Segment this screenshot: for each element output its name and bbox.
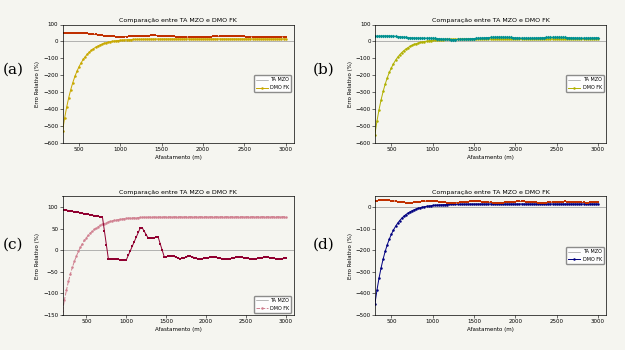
Legend: TA MZO, DMO FK: TA MZO, DMO FK (566, 247, 604, 264)
Y-axis label: Erro Relativo (%): Erro Relativo (%) (36, 61, 41, 107)
X-axis label: Afastamento (m): Afastamento (m) (467, 155, 514, 160)
Title: Comparação entre TA MZO e DMO FK: Comparação entre TA MZO e DMO FK (119, 18, 237, 23)
X-axis label: Afastamento (m): Afastamento (m) (467, 327, 514, 332)
Y-axis label: Erro Relativo (%): Erro Relativo (%) (348, 233, 352, 279)
Title: Comparação entre TA MZO e DMO FK: Comparação entre TA MZO e DMO FK (119, 190, 237, 195)
Legend: TA MZO, DMO FK: TA MZO, DMO FK (566, 75, 604, 92)
X-axis label: Afastamento (m): Afastamento (m) (155, 155, 202, 160)
Text: (d): (d) (312, 238, 334, 252)
Text: (c): (c) (3, 238, 24, 252)
Text: (a): (a) (3, 63, 24, 77)
Title: Comparação entre TA MZO e DMO FK: Comparação entre TA MZO e DMO FK (432, 190, 549, 195)
Title: Comparação entre TA MZO e DMO FK: Comparação entre TA MZO e DMO FK (432, 18, 549, 23)
Y-axis label: Erro Relativo (%): Erro Relativo (%) (36, 233, 41, 279)
Legend: TA MZO, DMO FK: TA MZO, DMO FK (254, 296, 291, 313)
Legend: TA MZO, DMO FK: TA MZO, DMO FK (254, 75, 291, 92)
X-axis label: Afastamento (m): Afastamento (m) (155, 327, 202, 332)
Y-axis label: Erro Relativo (%): Erro Relativo (%) (348, 61, 352, 107)
Text: (b): (b) (312, 63, 334, 77)
